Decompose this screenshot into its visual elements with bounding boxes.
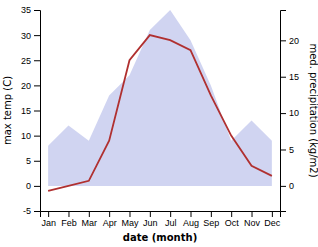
axis-line — [34, 11, 41, 212]
tick: 5 — [26, 156, 40, 166]
tick: Aug — [183, 211, 199, 228]
tick-mark — [252, 211, 253, 217]
tick: Jun — [143, 211, 158, 228]
tick-mark — [34, 211, 40, 212]
tick: 35 — [21, 5, 40, 15]
tick: Dec — [264, 211, 281, 228]
tick: 15 — [21, 106, 40, 116]
tick-mark — [280, 40, 286, 41]
tick-mark — [34, 161, 40, 162]
tick-label: Oct — [225, 218, 240, 228]
tick: 30 — [21, 31, 40, 41]
tick-mark — [34, 136, 40, 137]
tick-mark — [170, 211, 171, 217]
tick: Apr — [103, 211, 117, 228]
area — [48, 10, 272, 186]
tick-label: 10 — [21, 131, 31, 141]
tick-label: 5 — [289, 145, 294, 155]
chart: Jan Feb Mar Apr May Jun Jul Aug Sep Oct NovDec -5 0 5… — [0, 0, 318, 247]
tick-mark — [280, 77, 286, 78]
tick-label: Sep — [203, 218, 219, 228]
tick-label: Jul — [165, 218, 177, 228]
tick: -5 — [23, 206, 40, 216]
tick: 20 — [21, 81, 40, 91]
y2-axis-title: med. precipitation (kg/m2) — [308, 43, 318, 177]
tick-mark — [150, 211, 151, 217]
tick-label: 20 — [289, 36, 299, 46]
tick-label: 20 — [21, 81, 31, 91]
tick-mark — [34, 35, 40, 36]
tick: 20 — [280, 36, 299, 46]
tick: Jul — [165, 211, 177, 228]
tick-mark — [48, 211, 49, 217]
tick-mark — [34, 111, 40, 112]
tick: Sep — [203, 211, 219, 228]
line — [48, 35, 272, 191]
tick-label: Dec — [264, 218, 281, 228]
plot-area: Jan Feb Mar Apr May Jun Jul Aug Sep Oct NovDec -5 0 5… — [21, 5, 299, 228]
tick: Oct — [225, 211, 240, 228]
tick-label: 30 — [21, 31, 31, 41]
tick-mark — [34, 10, 40, 11]
tick-label: Feb — [61, 218, 77, 228]
tick-label: 0 — [26, 181, 31, 191]
tick-label: Jan — [41, 218, 56, 228]
tick: 10 — [280, 108, 299, 118]
tick-mark — [280, 186, 286, 187]
tick: 25 — [21, 56, 40, 66]
tick: Mar — [82, 211, 98, 228]
tick-label: Nov — [244, 218, 261, 228]
axis-line — [41, 212, 281, 218]
tick-label: 15 — [21, 106, 31, 116]
tick-mark — [191, 211, 192, 217]
tick-label: 15 — [289, 72, 299, 82]
tick-label: Mar — [82, 218, 98, 228]
tick-mark — [68, 211, 69, 217]
tick-label: Apr — [103, 218, 117, 228]
tick: May — [121, 211, 139, 228]
tick: Jan — [41, 211, 56, 228]
tick-label: -5 — [23, 206, 31, 216]
tick-label: 35 — [21, 5, 31, 15]
tick: 0 — [280, 181, 294, 191]
tick-mark — [211, 211, 212, 217]
tick-label: 0 — [289, 181, 294, 191]
tick-mark — [280, 149, 286, 150]
tick: 0 — [26, 181, 40, 191]
tick-mark — [109, 211, 110, 217]
tick-label: 10 — [289, 108, 299, 118]
tick-label: 5 — [26, 156, 31, 166]
tick: 15 — [280, 72, 299, 82]
tick: Nov — [244, 211, 261, 228]
tick-mark — [34, 60, 40, 61]
tick: 5 — [280, 145, 294, 155]
tick-mark — [34, 186, 40, 187]
tick-mark — [231, 211, 232, 217]
tick-label: May — [121, 218, 139, 228]
y2-axis: 0 5 10 15 20 — [280, 11, 299, 212]
tick-mark — [34, 85, 40, 86]
x-axis: Jan Feb Mar Apr May Jun Jul Aug Sep Oct NovDec — [41, 211, 281, 228]
tick-mark — [280, 113, 286, 114]
tick-mark — [272, 211, 273, 217]
tick: Feb — [61, 211, 77, 228]
y-axis: -5 0 5 10 15 20 25 30 35 — [21, 5, 41, 216]
y-axis-title: max temp (C) — [2, 76, 13, 145]
axis-line — [281, 11, 287, 212]
tick: 10 — [21, 131, 40, 141]
tick-mark — [129, 211, 130, 217]
tick-label: Aug — [183, 218, 199, 228]
marks — [48, 10, 272, 191]
tick-label: Jun — [143, 218, 158, 228]
x-axis-title: date (month) — [123, 232, 197, 243]
tick-mark — [89, 211, 90, 217]
tick-label: 25 — [21, 56, 31, 66]
